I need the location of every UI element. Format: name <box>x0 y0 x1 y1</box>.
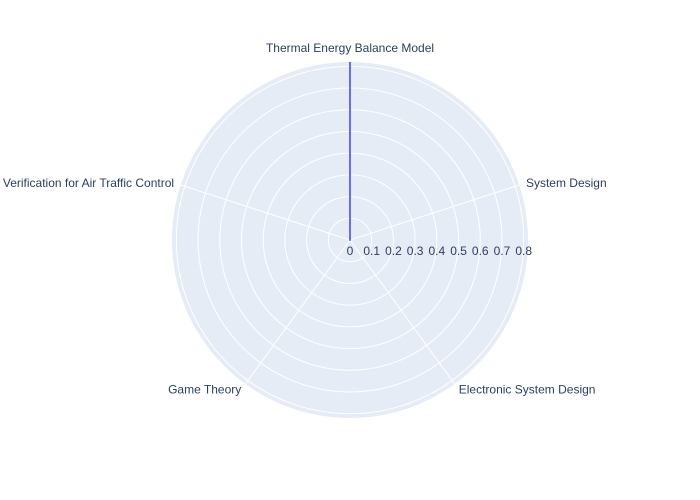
radial-tick-label-6: 0.6 <box>472 244 489 258</box>
category-label-2: Electronic System Design <box>459 383 596 397</box>
spoke-1 <box>349 184 520 241</box>
category-label-1: System Design <box>526 176 607 190</box>
radial-tick-label-8: 0.8 <box>515 244 532 258</box>
category-label-4: Formal Verification for Air Traffic Cont… <box>0 176 174 190</box>
radial-tick-label-0: 0 <box>347 244 354 258</box>
spoke-2 <box>349 239 456 385</box>
radial-tick-label-3: 0.3 <box>407 244 424 258</box>
radial-tick-label-5: 0.5 <box>450 244 467 258</box>
category-label-0: Thermal Energy Balance Model <box>266 41 434 55</box>
spoke-4 <box>180 184 351 241</box>
category-labels: Thermal Energy Balance Model System Desig… <box>0 41 607 397</box>
category-label-3: Game Theory <box>168 383 241 397</box>
radial-tick-label-7: 0.7 <box>494 244 511 258</box>
radial-tick-labels: 0 0.1 0.2 0.3 0.4 0.5 0.6 0.7 0.8 <box>347 244 533 258</box>
spoke-3 <box>244 239 351 385</box>
radial-tick-label-4: 0.4 <box>428 244 445 258</box>
radial-tick-label-1: 0.1 <box>363 244 380 258</box>
radial-tick-label-2: 0.2 <box>385 244 402 258</box>
